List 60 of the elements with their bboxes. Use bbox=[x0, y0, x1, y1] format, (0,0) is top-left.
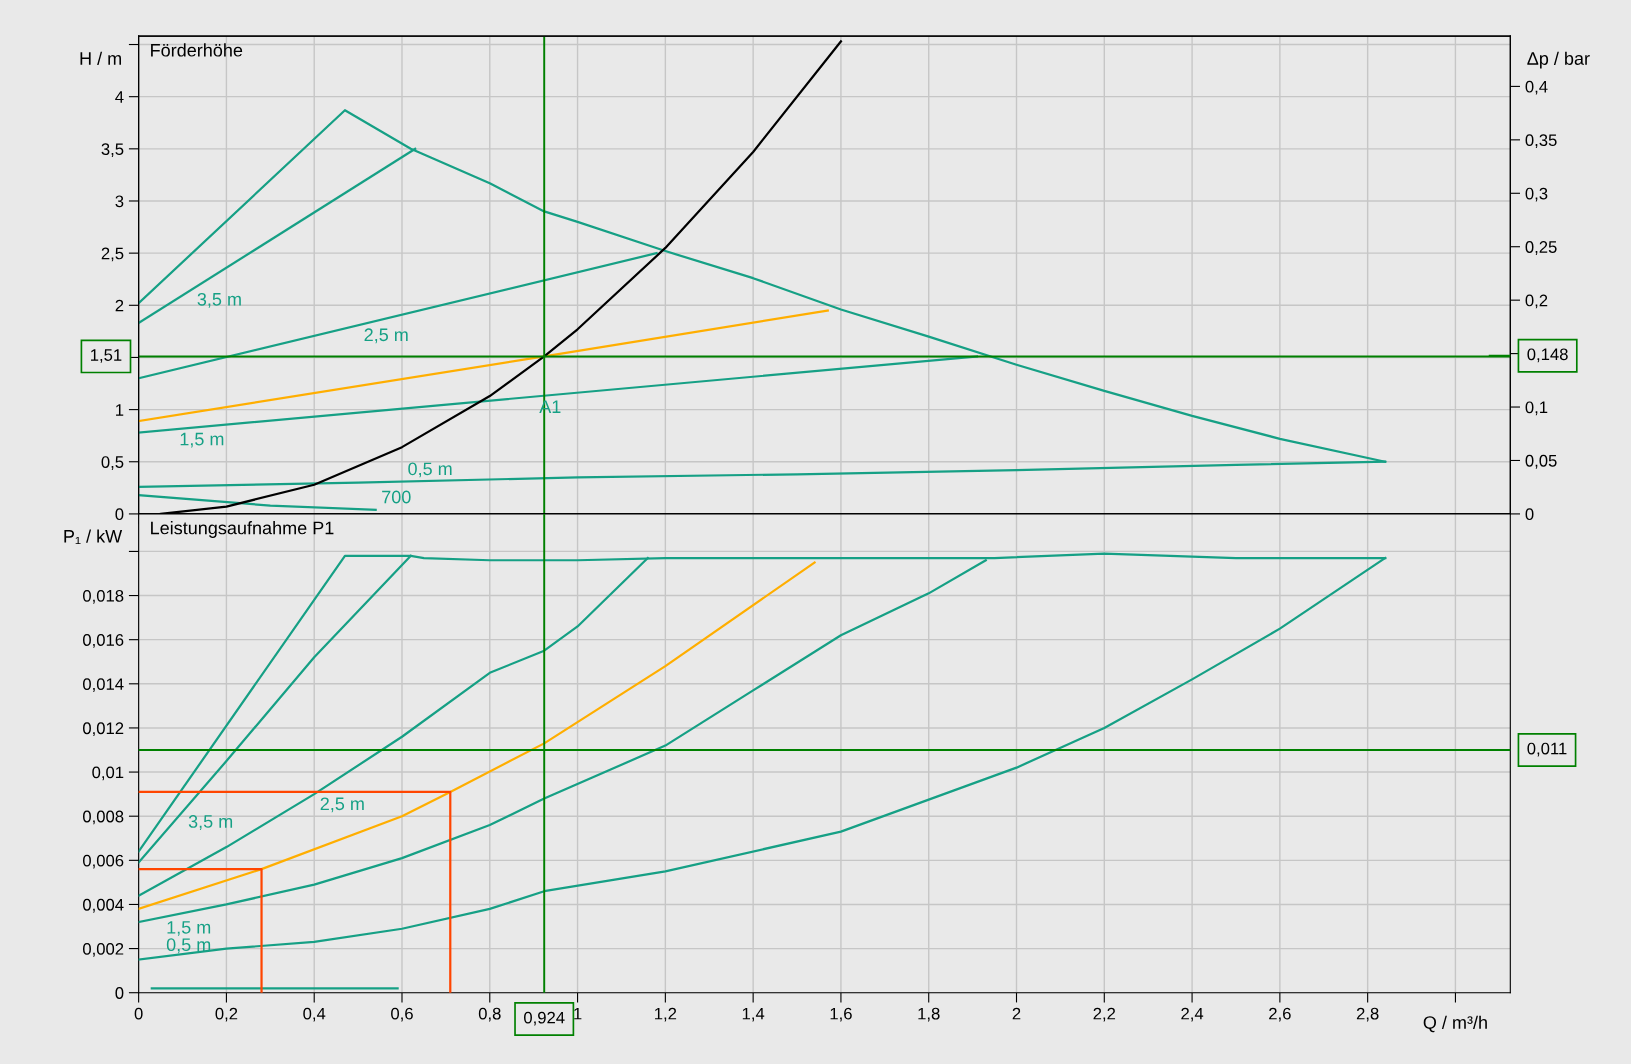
ref-line-label: 0,924 bbox=[524, 1011, 565, 1026]
y-tick-label: 0,004 bbox=[83, 898, 124, 913]
y2-tick-label: 0 bbox=[1525, 508, 1534, 521]
y-tick-label: 0,006 bbox=[83, 854, 124, 869]
y2-tick-label: 0,3 bbox=[1525, 187, 1548, 202]
y-tick-label: 3,5 bbox=[101, 143, 124, 157]
y2-axis-title: Δp / bar bbox=[1527, 51, 1590, 69]
annotation: 3,5 m bbox=[197, 292, 241, 308]
y-tick-label: 2,5 bbox=[101, 247, 124, 262]
y2-tick-label: 0,4 bbox=[1525, 80, 1548, 95]
annotation: 1,5 m bbox=[180, 432, 224, 448]
y-tick-label: 0,016 bbox=[83, 634, 124, 648]
y2-tick-label: 0,25 bbox=[1525, 241, 1557, 255]
annotation: 2,5 m bbox=[364, 328, 408, 344]
x-tick-label: 1,4 bbox=[742, 1007, 765, 1022]
x-tick-label: 1,8 bbox=[918, 1007, 940, 1022]
x-tick-label: 1 bbox=[574, 1007, 582, 1020]
y-tick-label: 0 bbox=[115, 508, 124, 521]
y2-tick-label: 0,2 bbox=[1525, 294, 1548, 309]
x-axis-title: Q / m³/h bbox=[1423, 1015, 1487, 1033]
y-tick-label: 0,5 bbox=[101, 456, 124, 470]
y-tick-label: 2 bbox=[115, 299, 124, 312]
y-tick-label: 0 bbox=[115, 987, 124, 999]
ref-line-label: 1,51 bbox=[91, 349, 122, 363]
annotation: 2,5 m bbox=[320, 797, 364, 813]
ref-line-label: 0,148 bbox=[1527, 348, 1568, 363]
x-tick-label: 1,6 bbox=[830, 1007, 852, 1022]
y-tick-label: 0,012 bbox=[83, 722, 124, 737]
x-tick-label: 2,4 bbox=[1181, 1007, 1204, 1022]
y2-tick-label: 0,35 bbox=[1525, 134, 1557, 149]
x-tick-label: 0,2 bbox=[215, 1007, 238, 1022]
y-tick-label: 0,01 bbox=[92, 766, 124, 781]
x-tick-label: 0 bbox=[134, 1007, 143, 1020]
y-axis-title: P₁ / kW bbox=[64, 529, 123, 545]
x-tick-label: 0,4 bbox=[303, 1007, 326, 1022]
x-tick-label: 0,8 bbox=[478, 1007, 501, 1022]
chart-title: Leistungsaufnahme P1 bbox=[151, 521, 334, 538]
x-tick-label: 1,2 bbox=[655, 1007, 677, 1022]
y-tick-label: 0,008 bbox=[83, 810, 124, 825]
annotation: 700 bbox=[382, 490, 411, 504]
x-tick-label: 0,6 bbox=[391, 1007, 413, 1022]
y-tick-label: 0,018 bbox=[83, 589, 124, 604]
y-tick-label: 0,014 bbox=[83, 678, 124, 692]
annotation: 0,5 m bbox=[408, 462, 452, 478]
annotation: 1,5 m bbox=[167, 921, 211, 936]
x-tick-label: 2,2 bbox=[1093, 1007, 1116, 1022]
y-tick-label: 1 bbox=[116, 404, 124, 416]
annotation: 0,5 m bbox=[166, 938, 211, 954]
y2-tick-label: 0,05 bbox=[1525, 454, 1557, 469]
y2-tick-label: 0,1 bbox=[1525, 401, 1548, 416]
y-tick-label: 3 bbox=[115, 195, 124, 208]
y-tick-label: 4 bbox=[115, 91, 124, 103]
annotation: 3,5 m bbox=[188, 815, 233, 830]
x-tick-label: 2 bbox=[1012, 1007, 1021, 1020]
x-tick-label: 2,6 bbox=[1269, 1007, 1291, 1022]
chart-title: Förderhöhe bbox=[151, 43, 243, 57]
y-axis-title: H / m bbox=[80, 51, 121, 65]
y-tick-label: 0,002 bbox=[83, 942, 124, 957]
x-tick-label: 2,8 bbox=[1356, 1007, 1379, 1022]
ref-line-label: 0,011 bbox=[1527, 742, 1567, 757]
